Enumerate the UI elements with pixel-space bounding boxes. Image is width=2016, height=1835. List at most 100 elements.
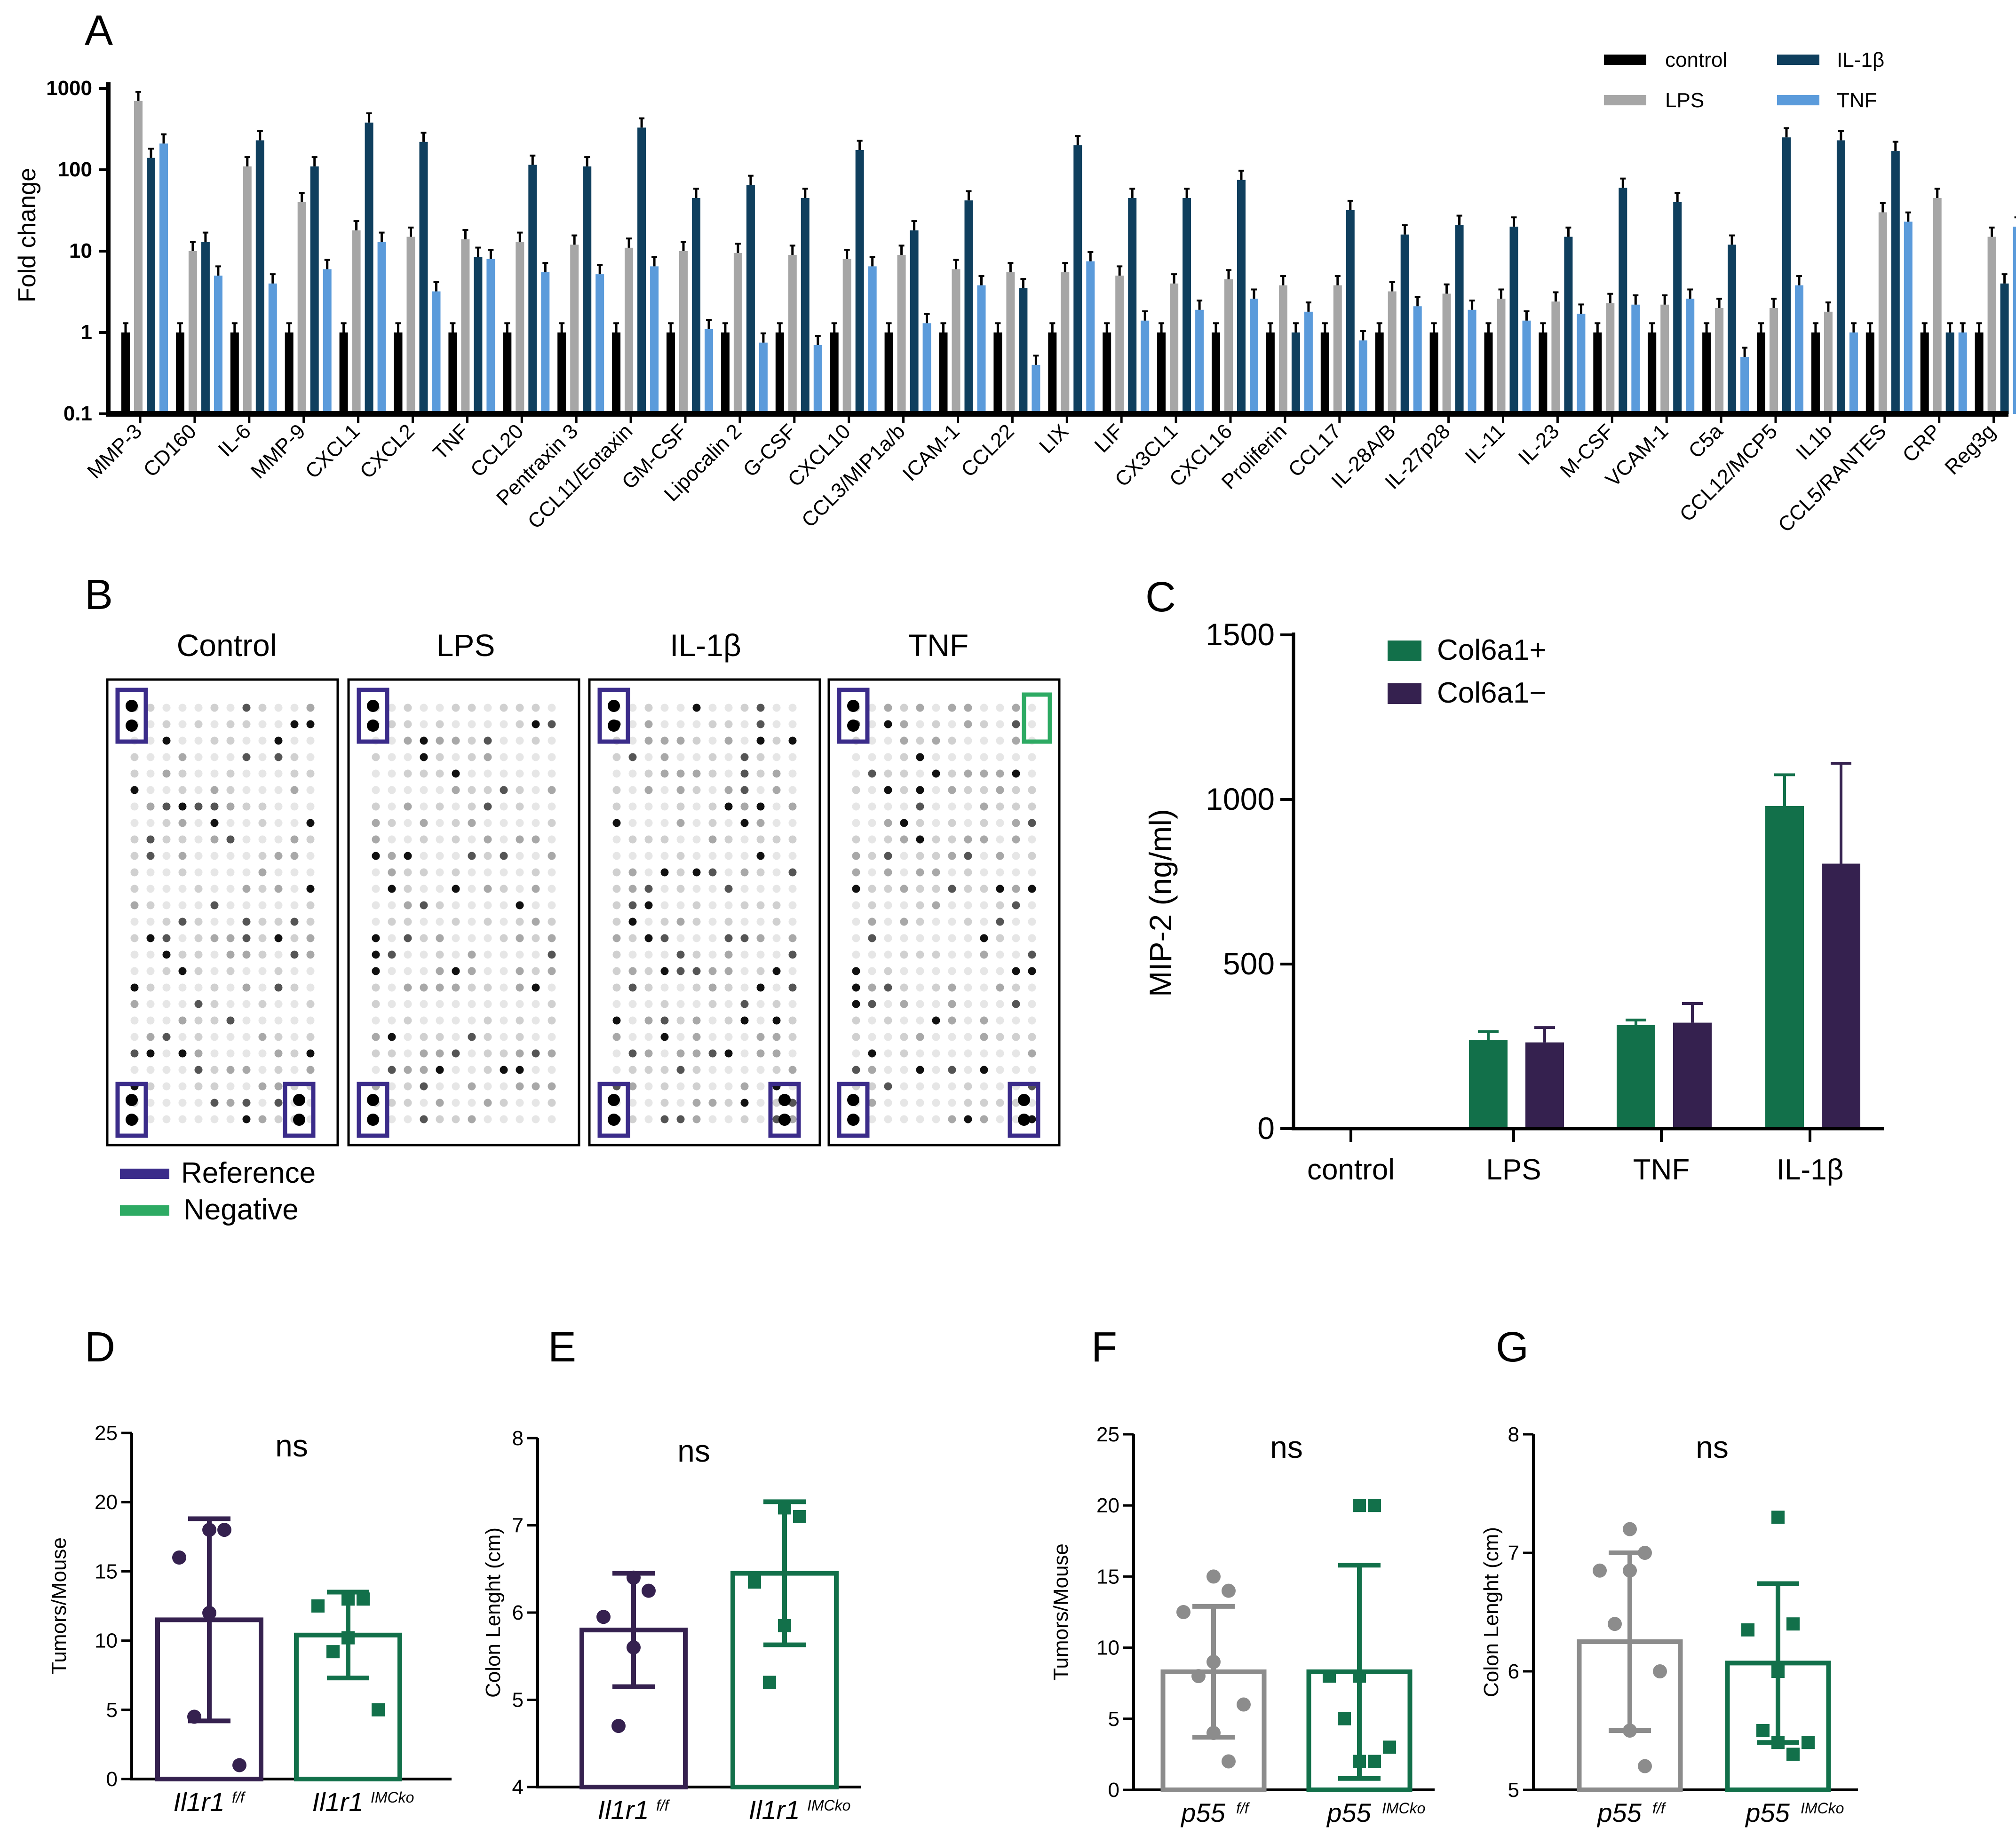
array-spot	[980, 1082, 988, 1091]
bar-a-control	[1320, 332, 1329, 414]
bar-a-il1b	[583, 166, 592, 414]
array-spot	[484, 753, 492, 761]
array-spot	[932, 1099, 940, 1107]
panel-label-c: C	[1145, 574, 1176, 621]
array-spot	[852, 868, 860, 877]
bar-a-il1b	[1836, 140, 1845, 414]
array-spot	[162, 819, 171, 827]
bar-a-il1b	[692, 198, 700, 414]
array-spot	[900, 786, 908, 794]
array-spot	[388, 1066, 396, 1074]
array-spot	[740, 753, 749, 761]
panelG-data-point	[1623, 1724, 1637, 1738]
array-spot	[242, 1000, 251, 1008]
array-spot	[436, 736, 444, 745]
bar-a-control	[1048, 332, 1057, 414]
array-spot	[948, 819, 956, 827]
array-spot	[210, 885, 219, 893]
array-spot	[484, 967, 492, 975]
array-il1b-frame	[588, 678, 821, 1147]
array-spot	[226, 819, 235, 827]
array-spot	[948, 1066, 956, 1074]
array-spot	[420, 950, 428, 959]
array-spot	[756, 1033, 765, 1041]
array-spot	[242, 704, 251, 712]
array-spot	[388, 1049, 396, 1058]
array-spot	[980, 1066, 988, 1074]
array-spot	[964, 1033, 972, 1041]
bar-a-il1b	[1728, 245, 1737, 414]
array-spot	[178, 720, 187, 728]
array-spot	[242, 720, 251, 728]
reference-spot	[778, 1114, 791, 1126]
bar-a-lps	[1278, 285, 1287, 414]
panel-c-category-label: control	[1307, 1154, 1395, 1186]
array-spot	[660, 1082, 669, 1091]
array-spot	[274, 918, 283, 926]
array-spot	[226, 786, 235, 794]
panelF-data-point	[1368, 1499, 1381, 1512]
array-spot	[724, 950, 733, 959]
array-spot	[274, 1000, 283, 1008]
array-spot	[404, 1000, 412, 1008]
panel-a-ytick-label: 1000	[46, 77, 92, 100]
array-spot	[162, 802, 171, 811]
array-spot	[884, 802, 892, 811]
panelD-data-point	[172, 1550, 186, 1565]
array-spot	[628, 934, 637, 942]
array-spot	[932, 835, 940, 844]
array-spot	[500, 885, 508, 893]
array-spot	[932, 1049, 940, 1058]
array-spot	[532, 786, 540, 794]
array-spot	[964, 753, 972, 761]
array-spot	[548, 1000, 556, 1008]
array-spot	[468, 934, 476, 942]
array-spot	[708, 769, 717, 778]
array-spot	[644, 1000, 653, 1008]
bar-a-lps	[1715, 308, 1724, 414]
array-spot	[676, 1016, 685, 1025]
array-spot	[436, 720, 444, 728]
array-spot	[868, 1066, 876, 1074]
array-spot	[274, 819, 283, 827]
array-spot	[964, 1066, 972, 1074]
panelG-data-point	[1653, 1664, 1667, 1678]
array-spot	[500, 802, 508, 811]
array-spot	[788, 950, 797, 959]
panel-a-category-label: CCL12/MCP5	[1675, 419, 1782, 526]
array-spot	[258, 1016, 267, 1025]
array-spot	[178, 1033, 187, 1041]
array-spot	[644, 786, 653, 794]
array-spot	[1012, 885, 1020, 893]
array-spot	[708, 967, 717, 975]
bar-a-il1b	[1509, 226, 1518, 414]
array-spot	[740, 967, 749, 975]
array-spot	[388, 1115, 396, 1123]
bar-a-lps	[188, 251, 197, 414]
array-spot	[724, 704, 733, 712]
bar-a-control	[557, 332, 566, 414]
array-spot	[162, 950, 171, 959]
array-spot	[404, 802, 412, 811]
array-spot	[210, 1033, 219, 1041]
array-spot	[436, 1033, 444, 1041]
array-spot	[948, 786, 956, 794]
array-spot	[274, 1016, 283, 1025]
array-spot	[242, 753, 251, 761]
array-spot	[772, 835, 781, 844]
array-spot	[884, 769, 892, 778]
panelD-data-point	[326, 1645, 340, 1659]
array-spot	[210, 753, 219, 761]
array-spot	[500, 704, 508, 712]
reference-spot	[847, 720, 859, 732]
array-spot	[194, 819, 203, 827]
array-spot	[724, 720, 733, 728]
array-title-lps: LPS	[437, 628, 495, 663]
array-spot	[980, 1049, 988, 1058]
reference-spot	[367, 1114, 379, 1126]
bar-a-lps	[1006, 272, 1015, 414]
panelG-data-point	[1771, 1511, 1785, 1524]
reference-spot	[608, 700, 620, 712]
reference-spot	[847, 700, 859, 712]
array-spot	[146, 868, 155, 877]
